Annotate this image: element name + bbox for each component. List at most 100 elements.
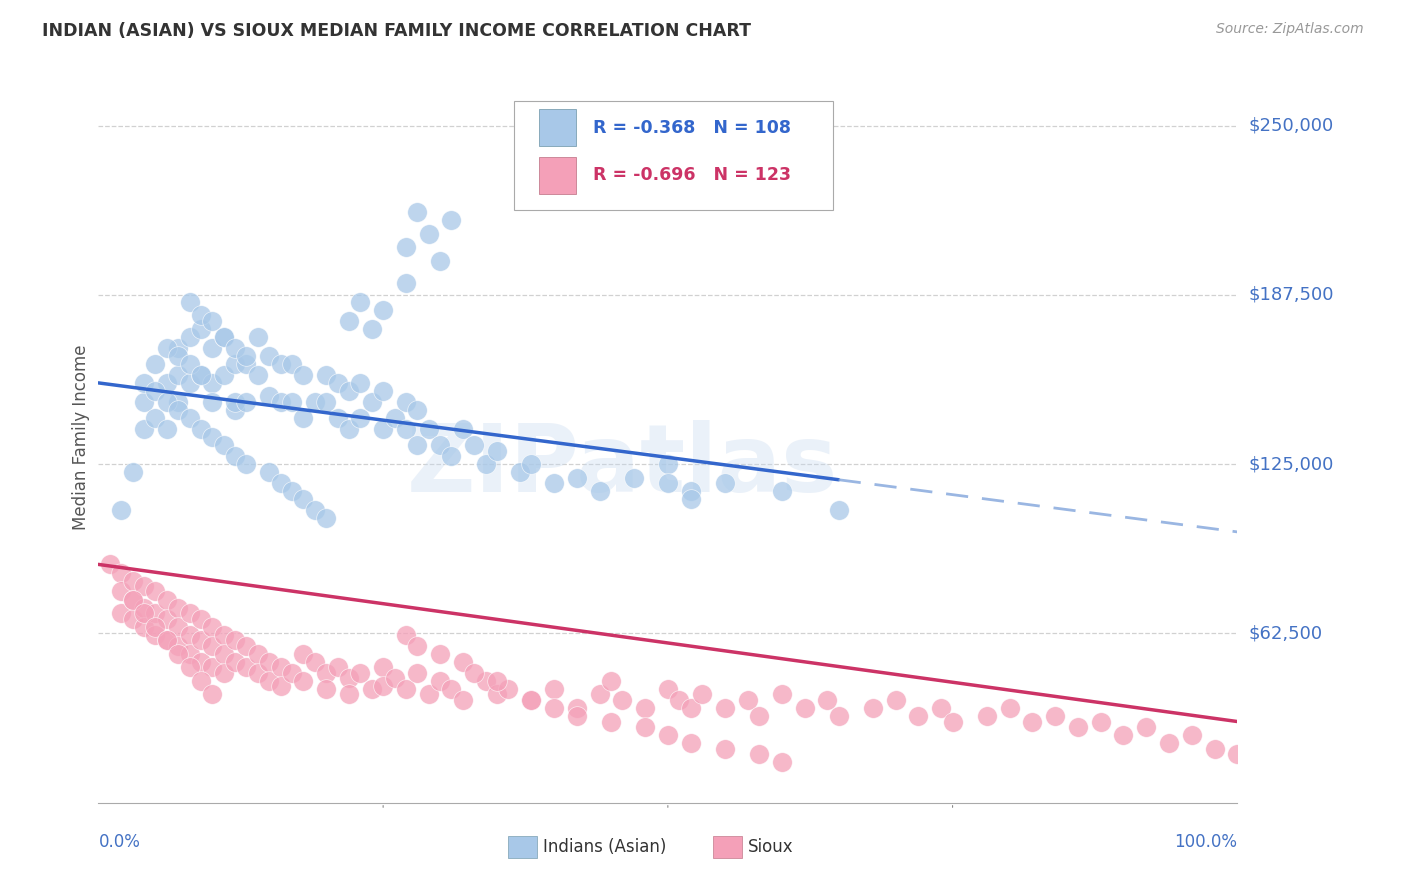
Point [167,647,190,661]
Point [657,457,679,471]
Point [1112,728,1135,742]
FancyBboxPatch shape [538,110,575,146]
Point [337,422,360,436]
Point [98,558,121,572]
Point [246,647,269,661]
Point [634,701,657,715]
Point [429,647,451,661]
Point [395,276,418,290]
Point [167,368,190,382]
Point [679,701,702,715]
Point [349,376,371,390]
Point [292,411,315,425]
Point [565,701,588,715]
Point [167,403,190,417]
Point [349,294,371,309]
Point [121,465,143,479]
Text: 100.0%: 100.0% [1174,833,1237,851]
Point [156,341,179,355]
Point [190,633,212,648]
Point [657,476,679,491]
Point [224,633,246,648]
Point [1157,736,1180,750]
Point [201,313,224,327]
Point [121,592,143,607]
Point [612,693,634,707]
Point [770,688,793,702]
Point [315,665,337,680]
Point [259,349,281,363]
Point [679,484,702,499]
Point [110,606,132,620]
Point [998,701,1021,715]
Point [406,205,429,219]
Point [292,368,315,382]
Point [201,430,224,444]
Point [304,503,326,517]
Point [212,628,235,642]
Point [371,302,394,317]
Point [304,395,326,409]
Point [862,701,884,715]
Point [281,357,304,371]
Point [326,411,349,425]
Point [281,484,304,499]
Point [201,376,224,390]
Point [179,606,201,620]
Point [179,411,201,425]
Point [737,693,759,707]
Text: R = -0.696   N = 123: R = -0.696 N = 123 [593,166,790,185]
Point [121,592,143,607]
Point [304,655,326,669]
Point [201,395,224,409]
Point [270,357,292,371]
Point [132,376,155,390]
Point [1043,709,1066,723]
FancyBboxPatch shape [538,157,575,194]
Point [451,655,474,669]
Point [270,679,292,693]
Point [406,403,429,417]
Point [235,457,257,471]
Point [121,611,143,625]
Point [179,628,201,642]
Point [793,701,815,715]
Point [815,693,838,707]
Point [315,368,337,382]
Text: Source: ZipAtlas.com: Source: ZipAtlas.com [1216,22,1364,37]
Point [167,395,190,409]
Point [406,438,429,452]
Point [110,566,132,580]
Point [588,484,610,499]
Point [429,438,451,452]
Point [714,741,737,756]
Point [121,574,143,588]
Point [201,639,224,653]
Point [132,606,155,620]
Point [167,341,190,355]
FancyBboxPatch shape [509,836,537,858]
Point [474,457,496,471]
Point [634,720,657,734]
Point [315,511,337,525]
Point [246,368,269,382]
Point [1090,714,1112,729]
Point [235,395,257,409]
Point [179,357,201,371]
Point [190,308,212,322]
Point [418,227,440,241]
Point [543,701,565,715]
Point [132,620,155,634]
Text: Sioux: Sioux [748,838,793,855]
Point [828,709,851,723]
Point [748,709,770,723]
Point [190,422,212,436]
Point [337,384,360,398]
Point [292,492,315,507]
Point [520,693,543,707]
Point [679,492,702,507]
Point [395,628,418,642]
Point [145,411,167,425]
Point [132,395,155,409]
Point [440,449,463,463]
